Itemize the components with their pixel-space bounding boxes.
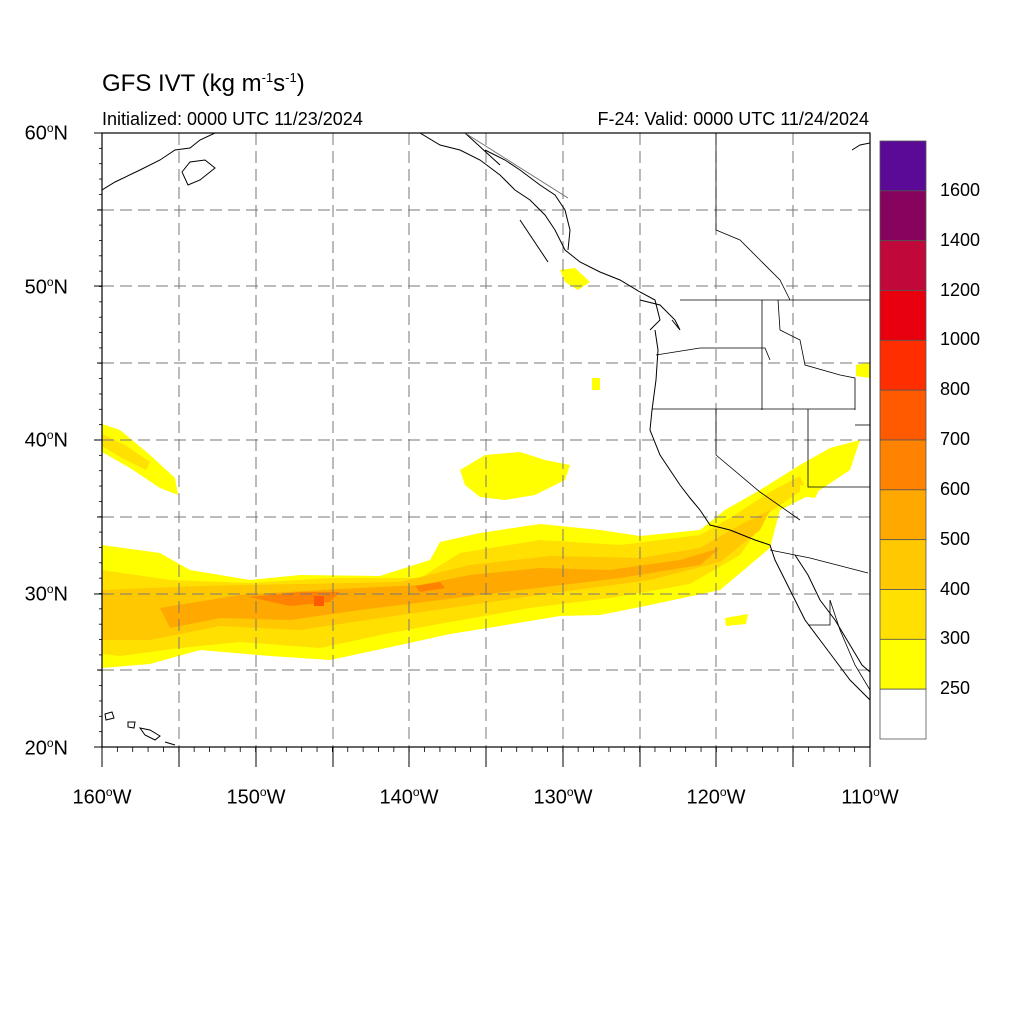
ivt-patch-bc <box>560 268 590 290</box>
map-gridlines <box>102 133 870 747</box>
ivt-shading <box>102 268 870 668</box>
colorbar-label: 1600 <box>940 179 981 200</box>
colorbar-box <box>879 539 927 590</box>
ivt-patch-small-2 <box>725 614 748 626</box>
ivt-band-700 <box>314 596 324 606</box>
colorbar-label: 250 <box>940 678 971 699</box>
axis-ticks <box>94 132 871 767</box>
colorbar <box>879 140 927 740</box>
valid-time: F-24: Valid: 0000 UTC 11/24/2024 <box>597 109 870 129</box>
lat-label-20n: 20oN <box>24 736 68 760</box>
lat-label-40n: 40oN <box>24 428 68 452</box>
colorbar-box <box>879 389 927 441</box>
colorbar-box <box>879 240 927 291</box>
colorbar-label: 600 <box>940 478 971 499</box>
colorbar-box <box>879 439 927 491</box>
ivt-band-600 <box>250 582 445 606</box>
lon-label-150w: 150oW <box>226 785 286 809</box>
colorbar-box <box>879 489 927 541</box>
ivt-patch-nw-core <box>102 434 150 470</box>
lat-label-60n: 60oN <box>24 121 68 145</box>
colorbar-label: 700 <box>940 429 971 449</box>
colorbar-label: 1200 <box>940 279 981 300</box>
colorbar-box <box>879 589 927 640</box>
lon-label-160w: 160oW <box>72 785 132 809</box>
colorbar-box <box>879 140 927 192</box>
minor-ticks <box>99 132 871 752</box>
ivt-patch-mid <box>460 452 570 500</box>
colorbar-label: 1400 <box>940 229 981 250</box>
initialized-time: Initialized: 0000 UTC 11/23/2024 <box>102 109 363 129</box>
colorbar-label: 400 <box>940 578 971 599</box>
coastlines <box>102 133 870 746</box>
colorbar-box <box>879 290 927 341</box>
lat-label-50n: 50oN <box>24 275 68 299</box>
colorbar-box <box>879 190 927 242</box>
lon-label-110w: 110oW <box>841 785 899 809</box>
state-borders <box>464 133 870 691</box>
colorbar-box <box>879 339 927 391</box>
lon-label-140w: 140oW <box>379 785 439 809</box>
lon-label-130w: 130oW <box>533 785 593 809</box>
ivt-patch-small-4 <box>800 485 820 498</box>
colorbar-label: 800 <box>940 379 971 400</box>
colorbar-label: 1000 <box>940 329 981 350</box>
colorbar-box <box>879 688 927 740</box>
colorbar-label: 300 <box>940 628 971 649</box>
colorbar-label: 500 <box>940 528 971 549</box>
lat-label-30n: 30oN <box>24 582 68 606</box>
colorbar-box <box>879 638 927 690</box>
ivt-patch-small-3 <box>856 362 870 378</box>
chart-title: GFS IVT (kg m-1s-1) <box>102 70 305 97</box>
ivt-patch-small-1 <box>592 378 600 390</box>
lon-label-120w: 120oW <box>686 785 746 809</box>
